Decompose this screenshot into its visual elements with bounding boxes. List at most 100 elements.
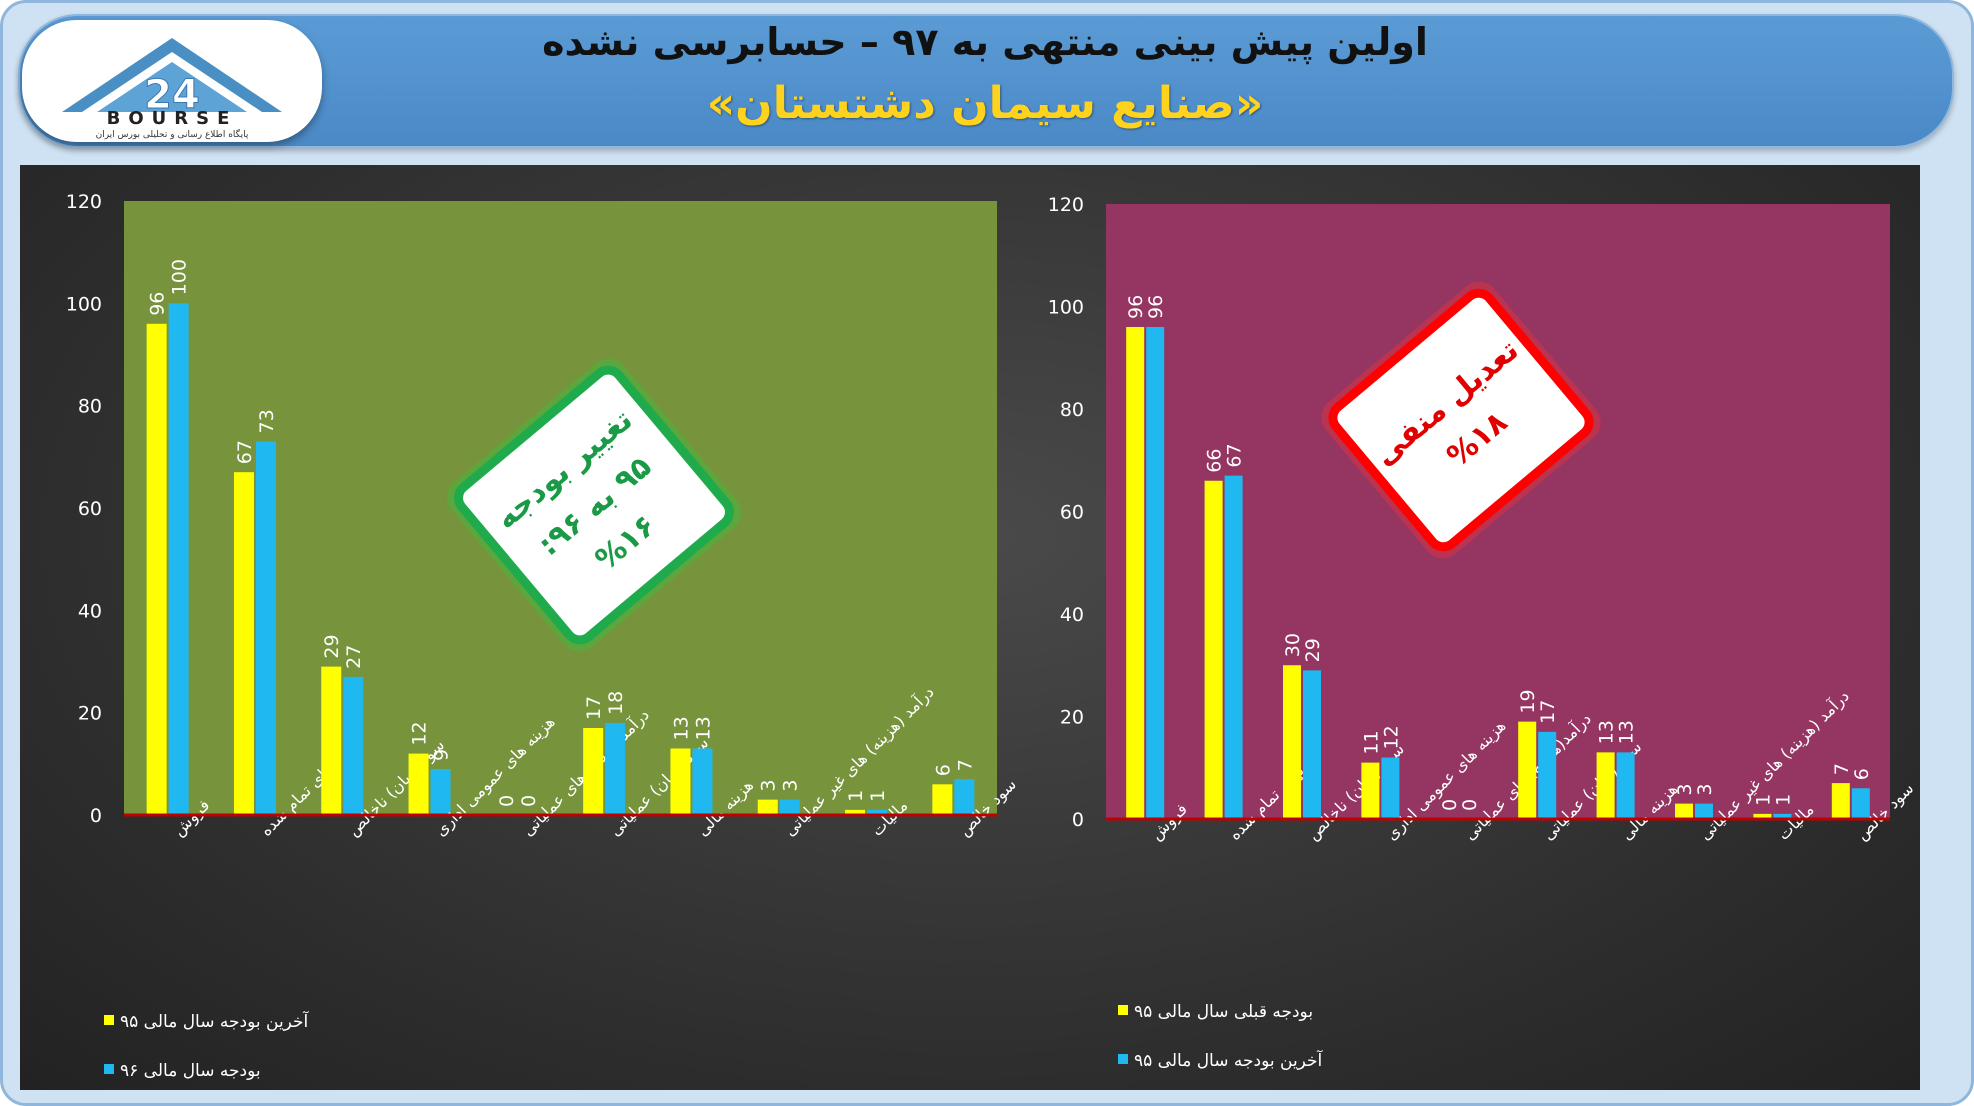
svg-text:24: 24	[144, 72, 200, 118]
bourse-logo: 24 BOURSE پایگاه اطلاع رسانی و تحلیلی بو…	[22, 20, 322, 142]
data-label: 6	[1851, 768, 1873, 780]
bar-series-2	[605, 722, 626, 815]
y-tick-label: 120	[1048, 194, 1084, 216]
logo-tagline: پایگاه اطلاع رسانی و تحلیلی بورس ایران	[96, 128, 249, 140]
bar-series-1	[845, 809, 866, 815]
data-label: 67	[234, 440, 256, 464]
bar-series-1	[1596, 752, 1615, 819]
legend-swatch	[1118, 1005, 1128, 1015]
data-label: 18	[605, 691, 627, 715]
bar-series-1	[583, 728, 604, 815]
legend-entry: آخرین بودجه سال مالی ۹۵	[120, 1010, 310, 1032]
bar-series-1	[146, 323, 167, 815]
data-label: 11	[1360, 730, 1382, 754]
bar-series-2	[1538, 731, 1557, 819]
page-subtitle: «صنایع سیمان دشتستان»	[706, 78, 1264, 129]
data-label: 27	[343, 645, 365, 669]
bar-series-2	[1616, 752, 1635, 819]
bar-series-1	[670, 748, 691, 815]
bar-series-2	[1851, 788, 1870, 819]
legend-entry: آخرین بودجه سال مالی ۹۵	[1134, 1049, 1324, 1071]
data-label: 96	[1125, 295, 1147, 319]
data-label: 12	[409, 721, 431, 745]
data-label: 96	[147, 292, 169, 316]
y-tick-label: 100	[1048, 297, 1084, 319]
bar-series-2	[343, 676, 364, 815]
legend-entry: بودجه قبلی سال مالی ۹۵	[1134, 1002, 1313, 1022]
bar-series-1	[1831, 783, 1850, 819]
bar-series-2	[1303, 670, 1321, 819]
legend-swatch	[104, 1064, 114, 1074]
data-label: 1	[1772, 794, 1794, 806]
badge-box	[1328, 288, 1594, 552]
data-label: 96	[1145, 295, 1167, 319]
negative-adjustment-badge: تعدیل منفی%۱۸	[1321, 281, 1601, 559]
legend-swatch	[104, 1015, 114, 1025]
bar-series-2	[867, 809, 888, 815]
y-tick-label: 60	[78, 498, 102, 520]
data-label: 12	[1380, 725, 1402, 749]
data-label: 19	[1517, 689, 1539, 713]
data-label: 9	[431, 749, 453, 761]
bar-series-1	[408, 753, 429, 815]
y-tick-label: 40	[78, 600, 102, 622]
data-label: 3	[1694, 784, 1716, 796]
y-tick-label: 60	[1060, 502, 1084, 524]
bar-series-1	[932, 784, 953, 815]
charts-area: 0 20 40 60 80 100 120 96 100 فروش 67 73 بهای تمام شد…	[20, 165, 1920, 1090]
legend-swatch	[1118, 1054, 1128, 1064]
y-tick-label: 0	[1072, 809, 1084, 831]
y-tick-label: 20	[78, 703, 102, 725]
bar-series-1	[1753, 813, 1772, 819]
bar-series-1	[1204, 480, 1223, 819]
bar-series-2	[255, 441, 276, 815]
y-tick-label: 80	[1060, 399, 1084, 421]
data-label: 3	[758, 780, 780, 792]
y-tick-label: 100	[66, 293, 102, 315]
data-label: 1	[867, 790, 889, 802]
bar-series-1	[1126, 327, 1145, 819]
data-label: 100	[169, 259, 191, 295]
data-label: 1	[1752, 794, 1774, 806]
y-tick-label: 80	[78, 396, 102, 418]
data-label: 66	[1204, 449, 1226, 473]
data-label: 6	[932, 764, 954, 776]
bar-series-1	[1283, 665, 1301, 819]
data-label: 1	[845, 790, 867, 802]
bar-series-1	[233, 472, 254, 815]
data-label: 13	[670, 716, 692, 740]
bar-series-2	[1695, 803, 1713, 819]
data-label: 0	[518, 795, 540, 807]
data-label: 13	[692, 716, 714, 740]
bar-series-1	[1675, 803, 1693, 819]
bar-series-1	[757, 799, 778, 815]
data-label: 0	[1459, 799, 1481, 811]
bar-series-1	[1361, 762, 1380, 819]
bar-series-2	[954, 779, 975, 815]
y-tick-label: 0	[90, 805, 102, 827]
data-label: 13	[1596, 720, 1618, 744]
y-tick-label: 120	[66, 191, 102, 213]
data-label: 7	[954, 759, 976, 771]
bar-series-2	[692, 748, 713, 815]
data-label: 73	[256, 409, 278, 433]
bar-series-2	[779, 799, 800, 815]
bar-series-2	[1224, 475, 1243, 819]
y-tick-label: 20	[1060, 707, 1084, 729]
data-label: 67	[1224, 443, 1246, 467]
data-label: 3	[1674, 784, 1696, 796]
data-label: 17	[583, 696, 605, 720]
bar-series-2	[168, 303, 189, 815]
data-label: 3	[780, 780, 802, 792]
data-label: 0	[496, 795, 518, 807]
logo-wordmark: BOURSE	[107, 108, 238, 129]
data-label: 0	[1439, 799, 1461, 811]
legend-entry: بودجه سال مالی ۹۶	[120, 1061, 261, 1081]
header-band	[18, 14, 1954, 148]
badge-box	[454, 365, 734, 645]
y-tick-label: 40	[1060, 604, 1084, 626]
page-title: اولین پیش بینی منتهی به ۹۷ – حسابرسی نشد…	[542, 20, 1428, 64]
